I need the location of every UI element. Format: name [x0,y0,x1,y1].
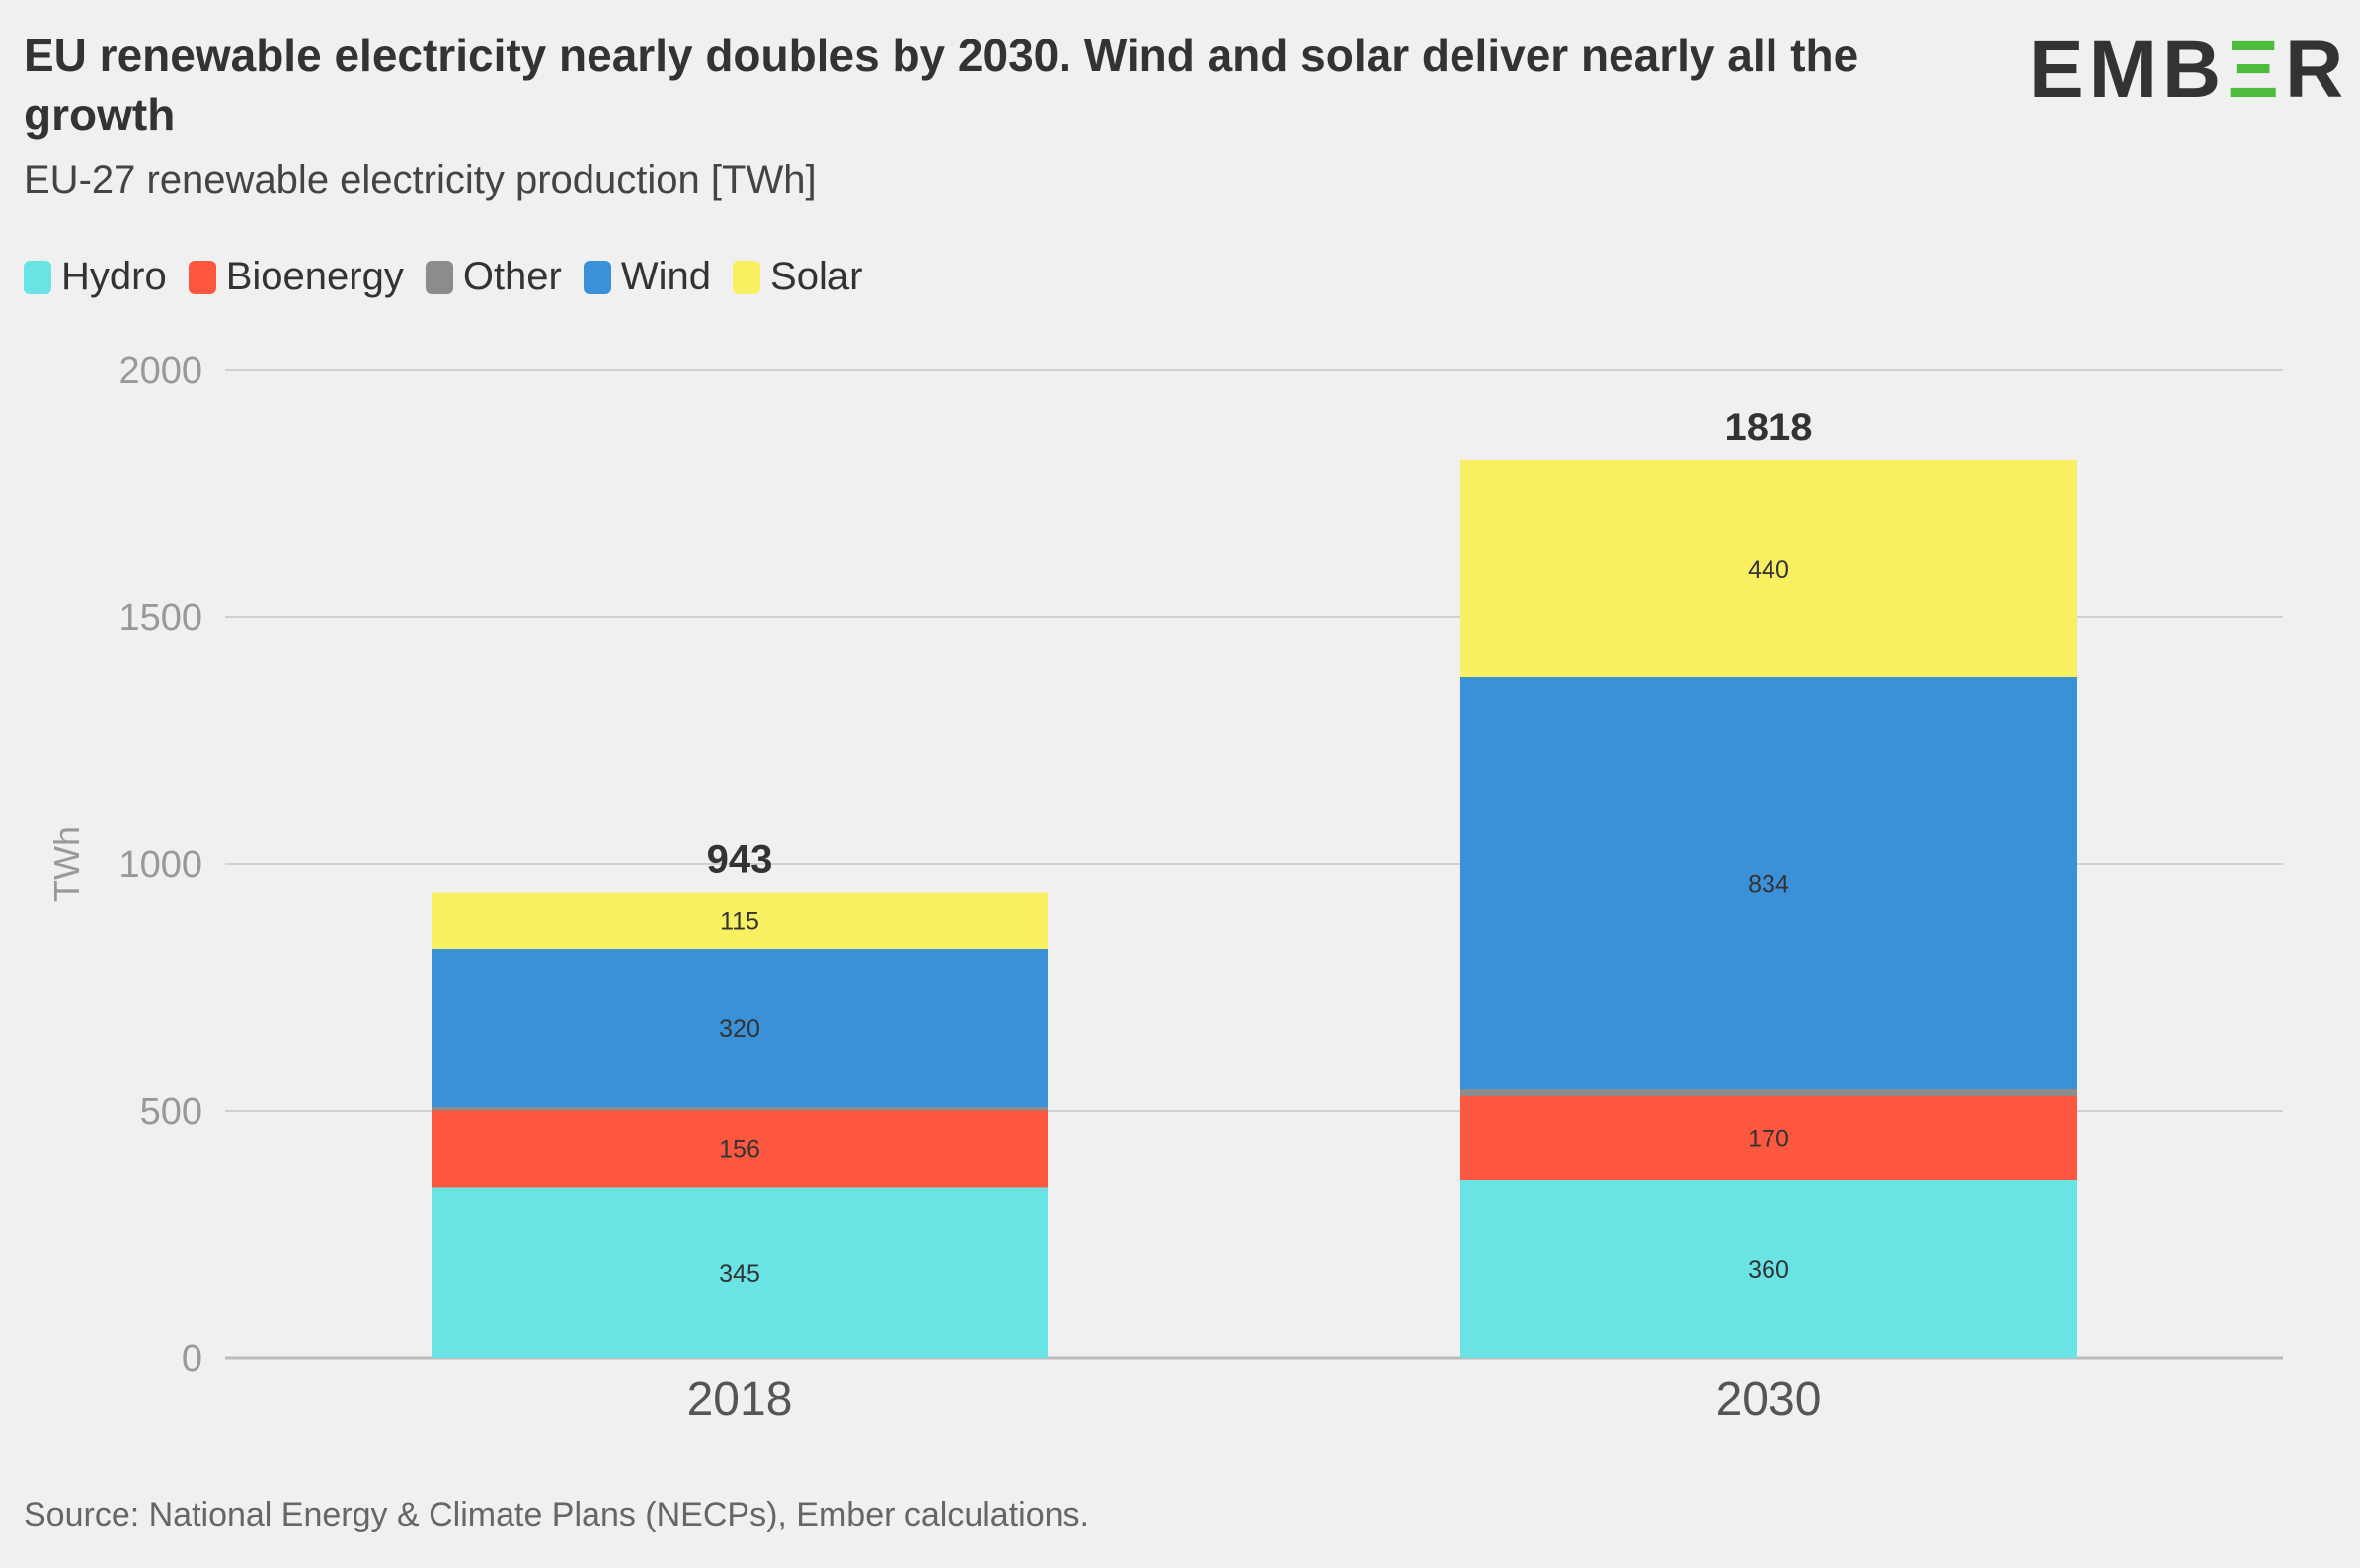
legend-label-solar: Solar [770,255,863,298]
legend-swatch-other [425,260,453,294]
bar-segment-hydro-2030[interactable] [1460,1180,2077,1358]
source-note: Source: National Energy & Climate Plans … [24,1496,1089,1533]
legend-swatch-bioenergy [188,260,216,294]
chart-legend: Hydro Bioenergy Other Wind Solar [24,255,884,299]
bar-segment-hydro-2018[interactable] [432,1187,1048,1359]
y-tick-label: 1500 [118,597,202,639]
y-tick-label: 2000 [118,351,202,392]
x-tick-label-2018: 2018 [687,1373,793,1426]
legend-item-bioenergy[interactable]: Bioenergy [188,255,404,299]
bar-segment-other-2018[interactable] [432,1107,1048,1111]
chart-title: EU renewable electricity nearly doubles … [24,30,1859,140]
legend-label-wind: Wind [620,255,712,298]
logo-tail: R [2285,25,2350,115]
data-label-wind-2030: 834 [1748,871,1789,899]
total-label-2018: 943 [707,838,773,882]
bar-segment-wind-2030[interactable] [1460,677,2077,1089]
data-label-solar-2018: 115 [720,907,759,935]
legend-swatch-hydro [24,260,51,294]
bar-segment-wind-2018[interactable] [432,949,1048,1107]
bar-segment-bioenergy-2018[interactable] [432,1110,1048,1188]
legend-swatch-wind [583,260,611,294]
legend-label-other: Other [462,255,562,298]
bar-segment-solar-2030[interactable] [1460,460,2077,677]
data-label-bioenergy-2030: 170 [1748,1126,1789,1153]
y-axis-label: TWh [46,826,87,902]
legend-label-hydro: Hydro [61,255,167,298]
ember-logo: EMBΞR [2029,30,2349,111]
chart-subtitle: EU-27 renewable electricity production [… [24,158,817,201]
data-label-bioenergy-2018: 156 [719,1137,760,1164]
y-tick-label: 500 [140,1091,202,1133]
x-tick-label-2030: 2030 [1716,1373,1822,1426]
legend-swatch-solar [733,260,761,294]
y-tick-label: 0 [182,1338,202,1379]
label-layer: 345 156 320 115 943 2018 360 170 834 440 1818 2030 [687,406,1822,1426]
logo-mark: Ξ [2227,25,2285,115]
data-label-hydro-2030: 360 [1748,1256,1789,1284]
bar-segment-solar-2018[interactable] [432,892,1048,950]
bar-segment-other-2030[interactable] [1460,1089,2077,1096]
bar-layer [432,460,2077,1358]
logo-text: EMB [2029,25,2228,115]
bar-segment-bioenergy-2030[interactable] [1460,1096,2077,1180]
data-label-hydro-2018: 345 [719,1260,760,1288]
data-label-wind-2018: 320 [719,1015,760,1043]
legend-item-wind[interactable]: Wind [583,255,712,299]
data-label-solar-2030: 440 [1748,556,1789,584]
legend-item-solar[interactable]: Solar [733,255,862,299]
legend-item-hydro[interactable]: Hydro [24,255,167,299]
total-label-2030: 1818 [1725,406,1813,449]
legend-label-bioenergy: Bioenergy [225,255,404,298]
y-tick-label: 1000 [118,844,202,886]
legend-item-other[interactable]: Other [425,255,562,299]
